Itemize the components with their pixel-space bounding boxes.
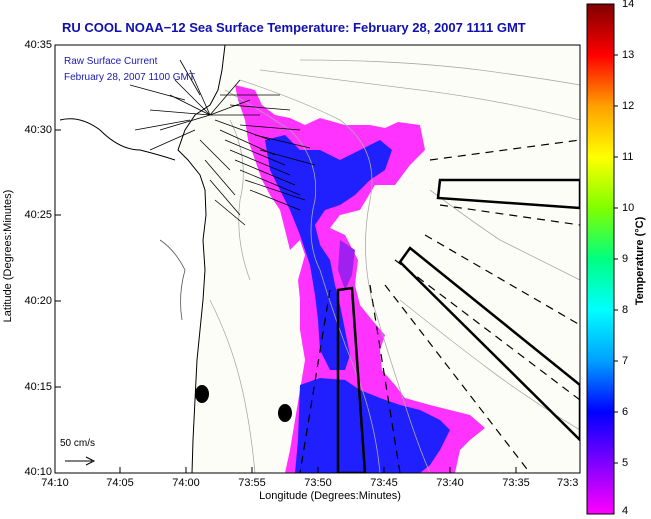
colorbar-tick-label: 6 [622, 406, 629, 418]
sst-mid-region [338, 240, 355, 290]
colorbar-tick-label: 14 [622, 0, 635, 10]
scale-label: 50 cm/s [60, 438, 96, 449]
colorbar-tick-label: 8 [622, 304, 629, 316]
inlet-outline [159, 239, 186, 321]
site-marker [195, 385, 209, 403]
colorbar-tick-label: 4 [622, 505, 629, 517]
x-tick-label: 74:00 [172, 477, 200, 489]
axis-ticks [55, 129, 517, 473]
x-axis-title: Longitude (Degrees:Minutes) [259, 490, 401, 502]
x-tick-label: 73:50 [304, 477, 332, 489]
x-tick-label: 73:45 [370, 477, 398, 489]
colorbar-tick-label: 7 [622, 355, 629, 367]
map-title: RU COOL NOAA−12 Sea Surface Temperature:… [62, 20, 526, 35]
colorbar-ticks [614, 54, 618, 464]
x-tick-label: 73:55 [238, 477, 266, 489]
colorbar-title: Temperature (°C) [634, 216, 646, 306]
colorbar-tick-label: 9 [622, 253, 629, 265]
x-tick-label: 73:40 [436, 477, 464, 489]
y-tick-label: 40:25 [24, 209, 52, 221]
x-tick-label: 73:35 [502, 477, 530, 489]
colorbar-tick-label: 12 [622, 100, 635, 112]
current-legend-label: Raw Surface Current [64, 56, 158, 67]
x-tick-label: 74:10 [41, 477, 69, 489]
y-tick-label: 40:20 [24, 295, 52, 307]
scale-arrow-head [85, 456, 96, 466]
colorbar-tick-label: 10 [622, 202, 635, 214]
current-legend-time: February 28, 2007 1100 GMT [64, 72, 195, 83]
y-tick-label: 40:35 [24, 39, 52, 51]
colorbar-tick-label: 13 [622, 49, 635, 61]
y-tick-label: 40:30 [24, 124, 52, 136]
colorbar-tick-label: 11 [622, 151, 634, 163]
y-tick-label: 40:10 [24, 466, 52, 478]
colorbar-tick-label: 5 [622, 457, 629, 469]
site-marker [278, 404, 292, 422]
y-tick-label: 40:15 [24, 381, 52, 393]
bay-outline [59, 118, 176, 161]
x-tick-label: 73:3 [557, 477, 579, 489]
land-area [55, 45, 226, 473]
y-axis-title: Latitude (Degrees:Minutes) [2, 189, 14, 323]
x-tick-label: 74:05 [106, 477, 134, 489]
colorbar [586, 3, 615, 515]
surface-current-vectors [129, 59, 316, 226]
radar-coverage-lines [299, 139, 580, 473]
